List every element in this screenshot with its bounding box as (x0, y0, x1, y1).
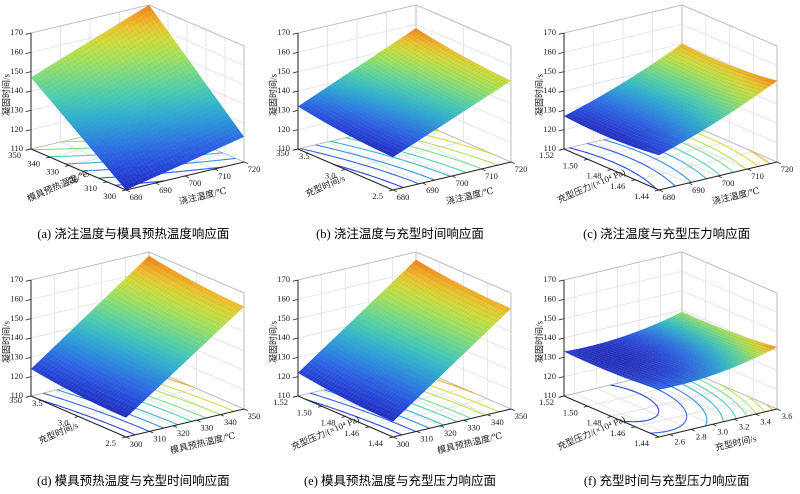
caption-d: (d) 模具预热温度与充型时间响应面 (36, 474, 230, 488)
surface-plot-canvas-f (533, 247, 800, 472)
subplot-cell-d: (d) 模具预热温度与充型时间响应面 (0, 247, 267, 494)
caption-e: (e) 模具预热温度与充型压力响应面 (303, 474, 496, 488)
surface-plot-canvas-e (266, 247, 533, 472)
surface-plot-canvas-d (0, 247, 266, 472)
subplot-cell-c: (c) 浇注温度与充型压力响应面 (533, 0, 800, 247)
caption-a: (a) 浇注温度与模具预热温度响应面 (37, 227, 230, 241)
subplot-cell-e: (e) 模具预热温度与充型压力响应面 (266, 247, 534, 494)
subplot-cell-a: (a) 浇注温度与模具预热温度响应面 (0, 0, 267, 247)
caption-b: (b) 浇注温度与充型时间响应面 (316, 227, 484, 241)
caption-c: (c) 浇注温度与充型压力响应面 (583, 227, 751, 241)
surface-plot-canvas-c (533, 0, 800, 225)
surface-plot-canvas-b (266, 0, 533, 225)
subplot-cell-b: (b) 浇注温度与充型时间响应面 (266, 0, 534, 247)
caption-f: (f) 充型时间与充型压力响应面 (583, 474, 750, 488)
subplot-cell-f: (f) 充型时间与充型压力响应面 (533, 247, 800, 494)
surface-plot-canvas-a (0, 0, 266, 225)
